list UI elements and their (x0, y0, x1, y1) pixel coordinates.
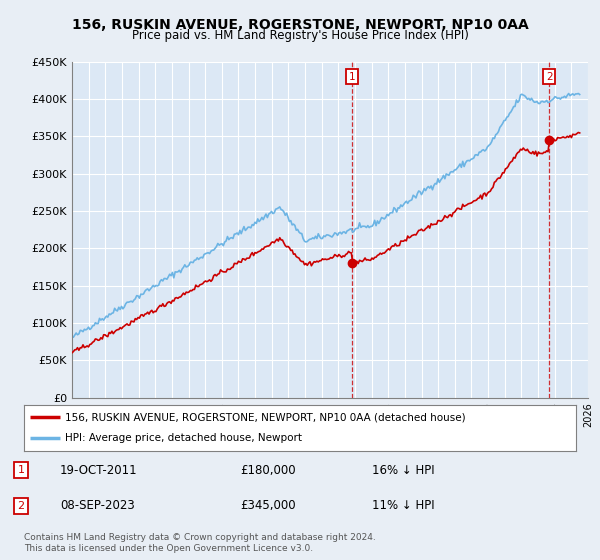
Text: 2: 2 (546, 72, 553, 82)
Text: 1: 1 (349, 72, 355, 82)
Text: 11% ↓ HPI: 11% ↓ HPI (372, 500, 434, 512)
Text: 08-SEP-2023: 08-SEP-2023 (60, 500, 135, 512)
Text: Price paid vs. HM Land Registry's House Price Index (HPI): Price paid vs. HM Land Registry's House … (131, 29, 469, 42)
Text: Contains HM Land Registry data © Crown copyright and database right 2024.
This d: Contains HM Land Registry data © Crown c… (24, 533, 376, 553)
Text: 156, RUSKIN AVENUE, ROGERSTONE, NEWPORT, NP10 0AA (detached house): 156, RUSKIN AVENUE, ROGERSTONE, NEWPORT,… (65, 412, 466, 422)
Text: 2: 2 (17, 501, 25, 511)
Text: £345,000: £345,000 (240, 500, 296, 512)
Text: 16% ↓ HPI: 16% ↓ HPI (372, 464, 434, 477)
Text: 1: 1 (17, 465, 25, 475)
Text: 19-OCT-2011: 19-OCT-2011 (60, 464, 137, 477)
Text: 156, RUSKIN AVENUE, ROGERSTONE, NEWPORT, NP10 0AA: 156, RUSKIN AVENUE, ROGERSTONE, NEWPORT,… (71, 18, 529, 32)
Text: HPI: Average price, detached house, Newport: HPI: Average price, detached house, Newp… (65, 433, 302, 444)
Text: £180,000: £180,000 (240, 464, 296, 477)
